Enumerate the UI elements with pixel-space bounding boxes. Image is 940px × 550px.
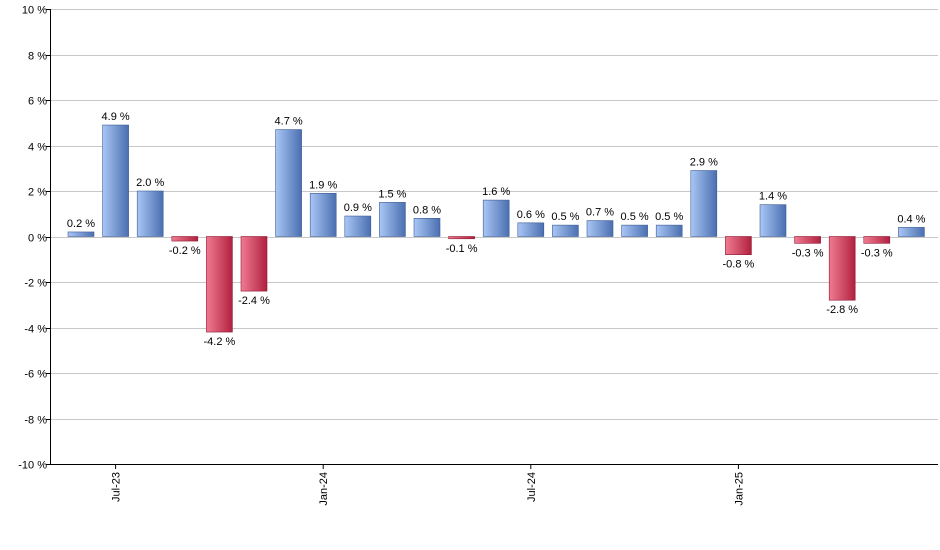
data-label: 1.9 % <box>309 179 337 191</box>
data-label: 1.5 % <box>378 188 406 200</box>
data-label: 0.5 % <box>621 211 649 223</box>
bar-Jul-24 <box>517 222 545 237</box>
bar-Mar-24 <box>379 202 406 237</box>
y-tick-label: -10 % <box>18 460 47 472</box>
data-label: -2.8 % <box>826 304 858 316</box>
bar-Oct-23 <box>206 236 233 333</box>
y-tick-label: 10 % <box>22 5 47 17</box>
x-tick-label: Jul-23 <box>111 472 123 502</box>
axes <box>50 9 938 465</box>
data-label: 0.4 % <box>897 213 925 225</box>
data-label: 0.9 % <box>344 202 372 214</box>
bar-Jun-24 <box>482 199 510 237</box>
data-label: -4.2 % <box>204 336 236 348</box>
data-label: 4.7 % <box>275 116 303 128</box>
bar-May-25 <box>863 236 891 244</box>
bar-Sep-23 <box>171 236 199 242</box>
data-labels: 0.2 % 4.9 % 2.0 % -0.2 % -4.2 % -2.4 % 4.7 % 1.… <box>67 111 926 348</box>
y-tick-label: -8 % <box>24 415 47 427</box>
bar-Dec-24 <box>690 170 718 237</box>
data-label: 2.0 % <box>136 177 164 189</box>
y-tick-label: 2 % <box>28 187 47 199</box>
data-label: 0.7 % <box>586 207 614 219</box>
bar-Jun-23 <box>67 231 95 237</box>
y-tick-label: 0 % <box>28 233 47 245</box>
bar-Dec-23 <box>275 129 302 237</box>
bar-Aug-23 <box>136 190 164 237</box>
y-tick-label: -6 % <box>24 369 47 381</box>
data-label: -2.4 % <box>238 295 270 307</box>
bar-Mar-25 <box>794 236 821 244</box>
y-tick-label: -4 % <box>24 324 47 336</box>
bar-Apr-24 <box>413 218 441 237</box>
bars <box>67 124 925 333</box>
bar-Sep-24 <box>586 220 614 237</box>
data-label: 1.4 % <box>759 191 787 203</box>
data-label: -0.8 % <box>723 259 755 271</box>
x-tick-label: Jan-25 <box>733 472 745 506</box>
data-label: 1.6 % <box>482 186 510 198</box>
data-label: 2.9 % <box>690 157 718 169</box>
data-label: -0.3 % <box>792 247 824 259</box>
y-tick-labels: 10 % 8 % 6 % 4 % 2 % 0 % -2 % -4 % -6 % -8 % -10 % <box>18 5 47 472</box>
x-tick-label: Jul-24 <box>526 472 538 502</box>
bar-Oct-24 <box>621 224 648 237</box>
bar-Jun-25 <box>898 227 925 237</box>
data-label: 4.9 % <box>102 111 130 123</box>
x-tick-labels: Jul-23 Jan-24 Jul-24 Jan-25 <box>111 464 745 506</box>
data-label: -0.3 % <box>861 247 893 259</box>
data-label: 0.5 % <box>655 211 683 223</box>
x-tick-label: Jan-24 <box>318 472 330 506</box>
y-tick-label: 6 % <box>28 96 47 108</box>
y-tick-label: 4 % <box>28 142 47 154</box>
data-label: 0.8 % <box>413 204 441 216</box>
bar-Jan-24 <box>309 192 337 237</box>
data-label: 0.2 % <box>67 218 95 230</box>
bar-Apr-25 <box>828 236 856 301</box>
bar-May-24 <box>448 236 475 240</box>
y-tick-label: -2 % <box>24 278 47 290</box>
bar-Nov-23 <box>240 236 268 292</box>
bar-Jan-25 <box>725 236 752 256</box>
bar-Jul-23 <box>102 124 129 237</box>
bar-Nov-24 <box>655 224 683 237</box>
data-label: 0.5 % <box>551 211 579 223</box>
data-label: 0.6 % <box>517 209 545 221</box>
y-tick-label: 8 % <box>28 51 47 63</box>
data-label: -0.1 % <box>446 243 478 255</box>
bar-Feb-25 <box>759 204 787 237</box>
bar-Aug-24 <box>552 224 579 237</box>
data-label: -0.2 % <box>169 245 201 257</box>
bar-Feb-24 <box>344 215 372 237</box>
